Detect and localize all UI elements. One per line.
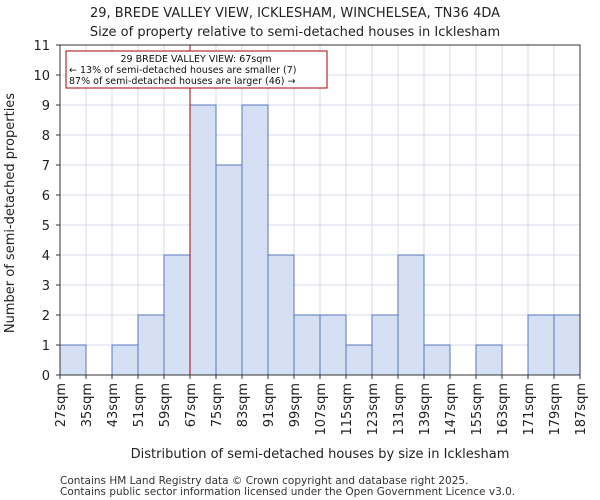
x-tick-label: 59sqm	[158, 383, 173, 427]
x-tick-label: 83sqm	[236, 383, 251, 427]
histogram-bar	[345, 344, 373, 376]
x-tick-label: 35sqm	[80, 383, 95, 427]
x-tick-label: 179sqm	[548, 383, 563, 436]
footer-line-1: Contains HM Land Registry data © Crown c…	[60, 475, 468, 487]
chart-title: 29, BREDE VALLEY VIEW, ICKLESHAM, WINCHE…	[90, 6, 500, 21]
x-tick-label: 171sqm	[522, 383, 537, 436]
histogram-bar	[215, 164, 243, 376]
histogram-bar	[59, 344, 87, 376]
histogram-bar	[371, 314, 399, 376]
x-tick-label: 123sqm	[366, 383, 381, 436]
x-tick-label: 43sqm	[106, 383, 121, 427]
x-axis-label: Distribution of semi-detached houses by …	[131, 447, 510, 462]
annotation-border	[65, 50, 328, 89]
histogram-bar	[189, 104, 217, 376]
y-tick-label: 9	[42, 99, 50, 114]
annotation-line-1: 29 BREDE VALLEY VIEW: 67sqm	[120, 54, 271, 65]
y-axis-ticks: 0 1 2 3 4 5 6 7 8 9 10 11	[33, 39, 60, 384]
histogram-bar	[423, 344, 451, 376]
histogram-bar	[475, 344, 503, 376]
histogram-bar	[137, 314, 165, 376]
histogram-bar	[163, 254, 191, 376]
x-tick-label: 155sqm	[470, 383, 485, 436]
x-tick-label: 131sqm	[392, 383, 407, 436]
histogram-bar	[267, 254, 295, 376]
y-tick-label: 1	[42, 339, 50, 354]
x-axis-ticks: 27sqm 35sqm 43sqm 51sqm 59sqm 67sqm 75sqm 83sqm…	[54, 375, 589, 436]
x-tick-label: 187sqm	[574, 383, 589, 436]
x-tick-label: 107sqm	[314, 383, 329, 436]
y-tick-label: 6	[42, 189, 50, 204]
y-tick-label: 11	[33, 39, 50, 54]
bars	[59, 104, 581, 376]
y-tick-label: 2	[42, 309, 50, 324]
x-tick-label: 147sqm	[444, 383, 459, 436]
histogram-bar	[241, 104, 269, 376]
x-tick-label: 27sqm	[54, 383, 69, 427]
histogram-bar	[527, 314, 555, 376]
histogram-bar	[111, 344, 139, 376]
y-tick-label: 4	[42, 249, 50, 264]
x-tick-label: 99sqm	[288, 383, 303, 427]
y-tick-label: 0	[42, 369, 50, 384]
y-tick-label: 10	[33, 69, 50, 84]
x-tick-label: 139sqm	[418, 383, 433, 436]
footer-line-2: Contains public sector information licen…	[60, 486, 515, 498]
x-tick-label: 75sqm	[210, 383, 225, 427]
histogram-bar	[293, 314, 321, 376]
x-tick-label: 67sqm	[184, 383, 199, 427]
chart-subtitle: Size of property relative to semi-detach…	[90, 25, 500, 40]
y-tick-label: 3	[42, 279, 50, 294]
x-tick-label: 91sqm	[262, 383, 277, 427]
histogram-bar	[397, 254, 425, 376]
annotation-box: 29 BREDE VALLEY VIEW: 67sqm ← 13% of sem…	[65, 50, 328, 89]
x-tick-label: 51sqm	[132, 383, 147, 427]
x-tick-label: 115sqm	[340, 383, 355, 436]
y-tick-label: 8	[42, 129, 50, 144]
histogram-bar	[553, 314, 581, 376]
annotation-line-3: 87% of semi-detached houses are larger (…	[69, 76, 296, 87]
y-tick-label: 7	[42, 159, 50, 174]
histogram-bar	[319, 314, 347, 376]
y-tick-label: 5	[42, 219, 50, 234]
y-axis-label: Number of semi-detached properties	[3, 93, 18, 333]
annotation-line-2: ← 13% of semi-detached houses are smalle…	[69, 65, 297, 76]
x-tick-label: 163sqm	[496, 383, 511, 436]
